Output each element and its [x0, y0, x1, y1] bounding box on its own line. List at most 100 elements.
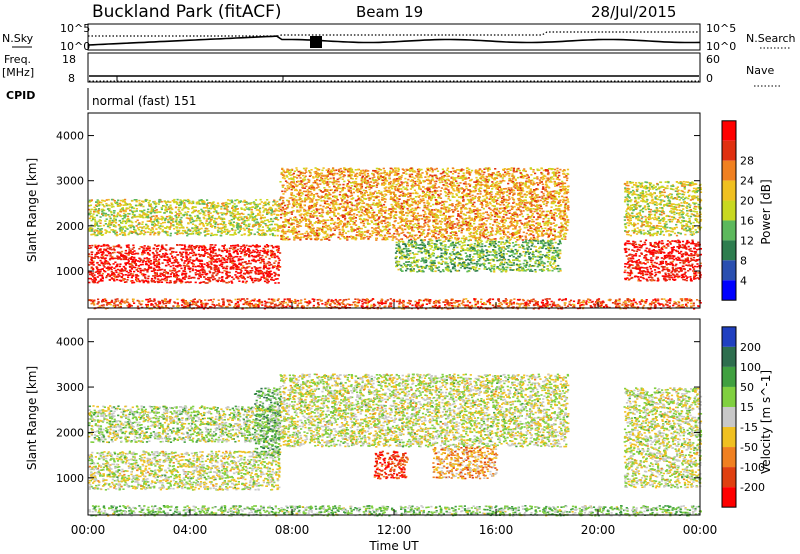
- echo-cell: [147, 264, 150, 267]
- echo-cell: [329, 216, 332, 218]
- echo-cell: [265, 277, 268, 279]
- echo-cell: [218, 249, 221, 252]
- echo-cell: [504, 187, 508, 190]
- echo-cell: [371, 203, 374, 206]
- echo-cell: [451, 225, 454, 227]
- echo-cell: [149, 216, 152, 219]
- echo-cell: [189, 221, 193, 224]
- echo-cell: [268, 264, 271, 267]
- echo-cell: [199, 266, 202, 268]
- echo-cell: [169, 265, 172, 268]
- echo-cell: [486, 202, 489, 205]
- echo-cell: [92, 213, 95, 215]
- echo-cell: [363, 231, 366, 233]
- echo-cell: [102, 245, 105, 247]
- echo-cell: [273, 254, 276, 256]
- echo-cell: [110, 277, 113, 279]
- echo-cell: [220, 227, 223, 229]
- echo-cell: [394, 179, 397, 181]
- echo-cell: [533, 192, 536, 195]
- echo-cell: [102, 264, 105, 267]
- echo-cell: [209, 207, 213, 209]
- echo-cell: [269, 233, 272, 236]
- echo-cell: [247, 250, 250, 253]
- echo-cell: [421, 218, 424, 220]
- echo-cell: [426, 233, 429, 235]
- echo-cell: [215, 268, 218, 271]
- echo-cell: [151, 231, 154, 234]
- echo-cell: [233, 260, 236, 263]
- echo-cell: [380, 199, 384, 201]
- echo-cell: [399, 225, 402, 228]
- echo-cell: [90, 228, 93, 231]
- echo-cell: [219, 280, 223, 282]
- echo-cell: [248, 265, 251, 268]
- echo-cell: [270, 276, 274, 279]
- echo-cell: [322, 199, 325, 202]
- echo-cell: [152, 210, 155, 213]
- echo-cell: [216, 206, 219, 209]
- echo-cell: [101, 213, 104, 215]
- echo-cell: [164, 227, 168, 229]
- echo-cell: [268, 267, 271, 270]
- echo-cell: [168, 227, 171, 229]
- echo-cell: [476, 233, 479, 235]
- echo-cell: [138, 248, 141, 250]
- echo-cell: [198, 255, 202, 258]
- echo-cell: [541, 195, 544, 198]
- echo-cell: [277, 225, 280, 228]
- echo-cell: [135, 269, 138, 271]
- echo-cell: [289, 217, 292, 220]
- echo-cell: [116, 268, 120, 271]
- echo-cell: [175, 259, 178, 261]
- echo-cell: [249, 203, 252, 205]
- echo-cell: [255, 209, 258, 211]
- echo-cell: [126, 221, 129, 223]
- echo-cell: [214, 254, 217, 257]
- echo-cell: [168, 260, 172, 263]
- echo-cell: [307, 192, 310, 194]
- echo-cell: [148, 220, 151, 222]
- echo-cell: [95, 214, 99, 217]
- echo-cell: [173, 261, 176, 264]
- echo-cell: [329, 236, 332, 238]
- echo-cell: [144, 261, 147, 263]
- echo-cell: [468, 215, 471, 217]
- echo-cell: [260, 216, 263, 218]
- echo-cell: [120, 209, 123, 211]
- echo-cell: [283, 175, 286, 178]
- echo-cell: [356, 231, 359, 233]
- echo-cell: [257, 212, 260, 215]
- echo-cell: [156, 219, 159, 221]
- echo-cell: [362, 224, 365, 227]
- echo-cell: [485, 233, 488, 236]
- echo-cell: [138, 202, 141, 204]
- echo-cell: [375, 167, 378, 170]
- echo-cell: [157, 278, 160, 280]
- echo-cell: [154, 209, 157, 212]
- echo-cell: [558, 195, 561, 198]
- echo-cell: [245, 217, 249, 219]
- echo-cell: [255, 248, 258, 251]
- echo-cell: [162, 271, 165, 274]
- echo-cell: [439, 193, 442, 195]
- echo-cell: [435, 180, 438, 183]
- echo-cell: [242, 201, 245, 203]
- echo-cell: [402, 181, 405, 184]
- echo-cell: [106, 225, 110, 228]
- echo-cell: [119, 233, 122, 235]
- echo-cell: [240, 216, 243, 218]
- echo-cell: [161, 225, 164, 228]
- echo-cell: [268, 275, 271, 277]
- echo-cell: [259, 198, 262, 201]
- echo-cell: [142, 274, 145, 277]
- echo-cell: [267, 261, 270, 263]
- echo-cell: [187, 233, 190, 235]
- echo-cell: [159, 211, 162, 213]
- echo-cell: [143, 252, 146, 254]
- echo-cell: [564, 223, 567, 225]
- echo-cell: [255, 245, 258, 247]
- echo-cell: [144, 200, 147, 202]
- echo-cell: [258, 229, 261, 231]
